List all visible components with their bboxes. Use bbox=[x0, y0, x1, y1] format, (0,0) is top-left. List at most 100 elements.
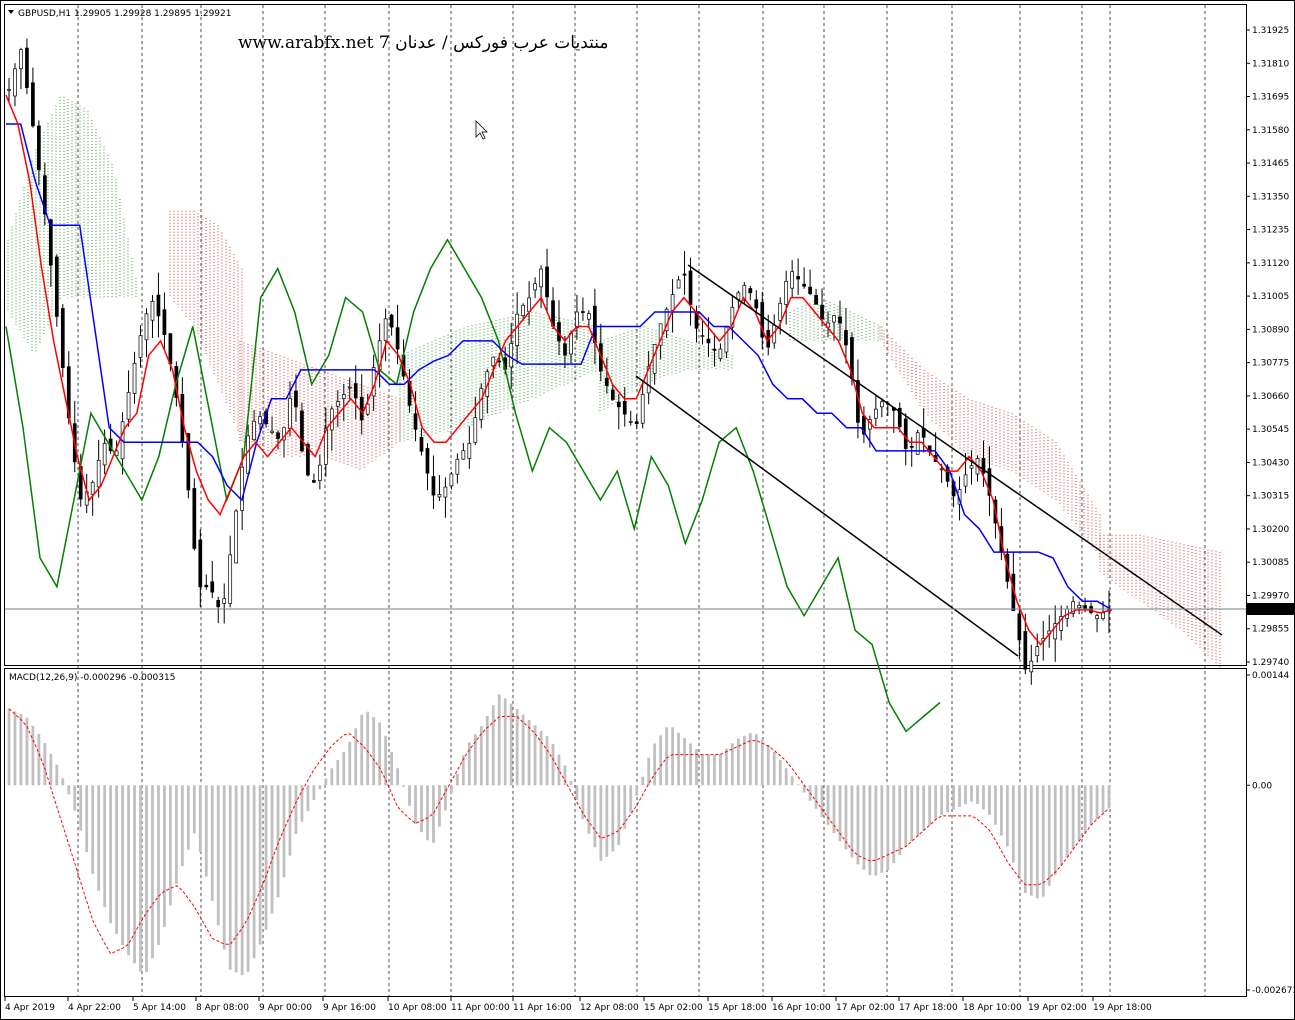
macd-histogram-bar bbox=[1035, 785, 1039, 899]
macd-histogram-bar bbox=[521, 714, 525, 786]
candle-body bbox=[987, 468, 992, 496]
candle-body bbox=[461, 450, 466, 460]
macd-histogram-bar bbox=[390, 751, 394, 786]
macd-histogram-bar bbox=[1011, 785, 1015, 863]
macd-histogram-bar bbox=[115, 785, 118, 935]
candle-body bbox=[700, 335, 705, 337]
macd-histogram-bar bbox=[1071, 785, 1075, 850]
indicator-lines bbox=[5, 94, 1113, 733]
channel-upper-line[interactable] bbox=[687, 264, 1223, 636]
macd-histogram-bar bbox=[946, 785, 949, 813]
macd-histogram-bar bbox=[760, 739, 764, 786]
candle-body bbox=[909, 445, 914, 448]
candle-body bbox=[138, 335, 143, 358]
macd-axis[interactable]: 0.00144 0.00 -0.002673 bbox=[1246, 671, 1295, 996]
macd-histogram-bar bbox=[940, 785, 944, 816]
time-tick-label: 19 Apr 18:00 bbox=[1093, 1003, 1152, 1013]
macd-histogram-bar bbox=[719, 754, 722, 786]
macd-histogram-bar bbox=[1065, 785, 1069, 858]
candle-body bbox=[228, 554, 233, 604]
macd-histogram-bar bbox=[461, 755, 465, 786]
macd-histogram-bar bbox=[1083, 785, 1087, 834]
candle-body bbox=[288, 398, 292, 429]
macd-histogram-bar bbox=[330, 768, 334, 786]
candle-body bbox=[1101, 612, 1105, 619]
macd-histogram-bar bbox=[982, 785, 985, 810]
macd-histogram-bar bbox=[169, 785, 172, 906]
macd-histogram-bar bbox=[408, 785, 411, 806]
macd-histogram-bar bbox=[61, 778, 65, 786]
macd-histogram-bar bbox=[617, 785, 621, 846]
price-tick-label: 1.31120 bbox=[1252, 259, 1289, 269]
price-axis[interactable]: 1.31925 1.31810 1.31695 1.31580 1.31465 1.313… bbox=[1246, 26, 1289, 668]
candle-body bbox=[616, 401, 621, 408]
candle-body bbox=[533, 283, 537, 291]
macd-histogram-bar bbox=[832, 785, 836, 834]
candle-body bbox=[712, 348, 717, 351]
macd-histogram-bar bbox=[880, 785, 884, 873]
price-tick-label: 1.31235 bbox=[1252, 226, 1289, 236]
macd-histogram-bar bbox=[37, 733, 41, 786]
macd-histogram-bar bbox=[766, 744, 770, 786]
chikou-span-line bbox=[5, 238, 941, 733]
candle-body bbox=[796, 276, 800, 280]
macd-histogram-bar bbox=[1005, 785, 1009, 847]
price-panel[interactable] bbox=[4, 4, 1247, 666]
macd-tick-label: 0.00 bbox=[1252, 781, 1272, 791]
time-tick-label: 11 Apr 16:00 bbox=[513, 1003, 572, 1013]
candle-body bbox=[359, 396, 364, 421]
ichimoku-cloud bbox=[7, 96, 1221, 668]
candle-body bbox=[473, 417, 478, 443]
macd-label: MACD(12,26,9) -0.000296 -0.000315 bbox=[9, 673, 175, 683]
candle-body bbox=[198, 539, 203, 588]
candle-body bbox=[341, 394, 346, 399]
candle-body bbox=[467, 443, 472, 459]
candle-body bbox=[431, 476, 436, 496]
macd-histogram-bar bbox=[527, 719, 531, 786]
macd-histogram-bar bbox=[916, 785, 920, 836]
macd-histogram-bar bbox=[449, 785, 453, 794]
candle-body bbox=[168, 333, 173, 365]
macd-histogram-bar bbox=[724, 748, 728, 786]
candle-body bbox=[443, 486, 448, 498]
macd-tick-label: -0.002673 bbox=[1252, 986, 1295, 996]
time-tick-label: 11 Apr 00:00 bbox=[451, 1003, 510, 1013]
macd-histogram-bar bbox=[348, 741, 352, 786]
candle-body bbox=[300, 410, 304, 452]
time-tick-label: 4 Apr 2019 bbox=[5, 1003, 55, 1013]
candle-body bbox=[48, 219, 53, 266]
candle-body bbox=[969, 465, 974, 469]
time-tick-label: 9 Apr 00:00 bbox=[259, 1003, 312, 1013]
candle-body bbox=[676, 279, 681, 289]
macd-histogram-bar bbox=[252, 785, 256, 959]
macd-histogram-bar bbox=[623, 785, 627, 829]
macd-histogram-bar bbox=[665, 727, 669, 786]
macd-panel[interactable] bbox=[4, 668, 1247, 997]
current-price-tag bbox=[1247, 603, 1294, 615]
macd-histogram-bar bbox=[336, 760, 340, 786]
macd-histogram-bar bbox=[479, 726, 483, 786]
time-axis[interactable]: 4 Apr 2019 4 Apr 22:00 5 Apr 14:00 8 Apr 08… bbox=[4, 997, 1152, 1013]
macd-histogram-bar bbox=[306, 785, 310, 811]
price-tick-label: 1.30315 bbox=[1252, 492, 1289, 502]
macd-histogram-bar bbox=[1089, 785, 1093, 825]
macd-histogram-bar bbox=[575, 785, 579, 800]
candle-body bbox=[96, 459, 101, 488]
candle-body bbox=[252, 420, 256, 441]
macd-histogram-bar bbox=[970, 785, 973, 802]
macd-histogram-bar bbox=[856, 785, 860, 865]
dropdown-triangle-icon[interactable] bbox=[8, 10, 14, 14]
price-tick-label: 1.31695 bbox=[1252, 93, 1289, 103]
candle-body bbox=[814, 295, 818, 305]
macd-histogram-bar bbox=[605, 785, 609, 857]
candle-body bbox=[162, 309, 167, 336]
macd-histogram-bar bbox=[653, 743, 657, 786]
macd-histogram-bar bbox=[294, 785, 298, 834]
macd-histogram-bar bbox=[7, 708, 11, 786]
time-tick-label: 12 Apr 08:00 bbox=[580, 1003, 639, 1013]
macd-histogram-bar bbox=[868, 785, 872, 876]
candle-body bbox=[31, 82, 35, 127]
candle-body bbox=[670, 294, 675, 311]
macd-histogram-bar bbox=[174, 785, 178, 884]
